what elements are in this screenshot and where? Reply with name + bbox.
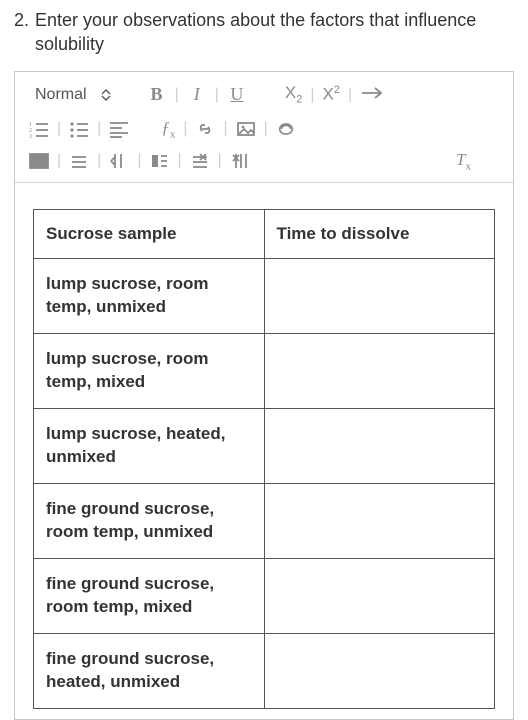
insert-col-button[interactable] [149,150,169,172]
arrow-right-icon[interactable] [360,83,386,106]
delete-col-button[interactable] [230,150,250,172]
row-label[interactable]: fine ground sucrose, room temp, unmixed [34,484,265,559]
separator: | [221,120,229,138]
italic-button[interactable]: I [187,84,207,106]
row-label[interactable]: fine ground sucrose, heated, unmixed [34,633,265,708]
delete-row-button[interactable] [190,150,210,172]
table-row: lump sucrose, room temp, mixed [34,334,495,409]
style-select-label: Normal [35,86,87,104]
separator: | [135,152,143,170]
question-text: Enter your observations about the factor… [35,8,510,57]
underline-button[interactable]: U [227,84,247,106]
image-button[interactable] [236,118,256,140]
separator: | [308,86,316,104]
table-row: fine ground sucrose, heated, unmixed [34,633,495,708]
separator: | [262,120,270,138]
superscript-button[interactable]: X2 [323,84,340,105]
clear-format-button[interactable]: Tx [456,150,471,172]
toolbar-row-3: | | | | | Tx [29,150,499,172]
separator: | [216,152,224,170]
row-value[interactable] [264,334,495,409]
row-value[interactable] [264,484,495,559]
row-value[interactable] [264,558,495,633]
separator: | [173,86,181,104]
row-label[interactable]: lump sucrose, room temp, unmixed [34,259,265,334]
row-value[interactable] [264,259,495,334]
separator: | [95,152,103,170]
toolbar-row-1: Normal B | I | U X2 | X2 | [29,82,499,108]
separator: | [346,86,354,104]
observations-table: Sucrose sample Time to dissolve lump suc… [33,209,495,708]
svg-text:3: 3 [29,134,32,138]
question-prompt: 2. Enter your observations about the fac… [0,0,528,71]
separator: | [181,120,189,138]
paragraph-style-select[interactable]: Normal [29,82,119,108]
table-row: fine ground sucrose, room temp, unmixed [34,484,495,559]
align-button[interactable] [109,118,129,140]
row-label[interactable]: lump sucrose, heated, unmixed [34,409,265,484]
rich-text-editor: Normal B | I | U X2 | X2 | 123 [14,71,514,720]
bold-button[interactable]: B [147,84,167,106]
row-value[interactable] [264,633,495,708]
col-header-sample: Sucrose sample [34,210,265,259]
ordered-list-button[interactable]: 123 [29,118,49,140]
unordered-list-button[interactable] [69,118,89,140]
editor-content-area[interactable]: Sucrose sample Time to dissolve lump suc… [15,183,513,718]
formula-button[interactable]: ƒx [161,118,175,140]
row-value[interactable] [264,409,495,484]
separator: | [55,120,63,138]
table-button[interactable] [29,150,49,172]
separator: | [175,152,183,170]
row-label[interactable]: fine ground sucrose, room temp, mixed [34,558,265,633]
row-label[interactable]: lump sucrose, room temp, mixed [34,334,265,409]
attachment-button[interactable] [276,118,296,140]
question-number: 2. [14,8,29,57]
separator: | [213,86,221,104]
table-row: lump sucrose, room temp, unmixed [34,259,495,334]
select-arrows-icon [101,89,111,101]
col-header-time: Time to dissolve [264,210,495,259]
link-button[interactable] [195,118,215,140]
insert-row-below-button[interactable] [109,150,129,172]
table-row: fine ground sucrose, room temp, mixed [34,558,495,633]
toolbar-row-2: 123 | | ƒx | | | [29,118,499,140]
editor-toolbar: Normal B | I | U X2 | X2 | 123 [15,72,513,184]
separator: | [95,120,103,138]
table-header-row: Sucrose sample Time to dissolve [34,210,495,259]
subscript-button[interactable]: X2 [285,83,302,105]
insert-row-above-button[interactable] [69,150,89,172]
separator: | [55,152,63,170]
table-row: lump sucrose, heated, unmixed [34,409,495,484]
